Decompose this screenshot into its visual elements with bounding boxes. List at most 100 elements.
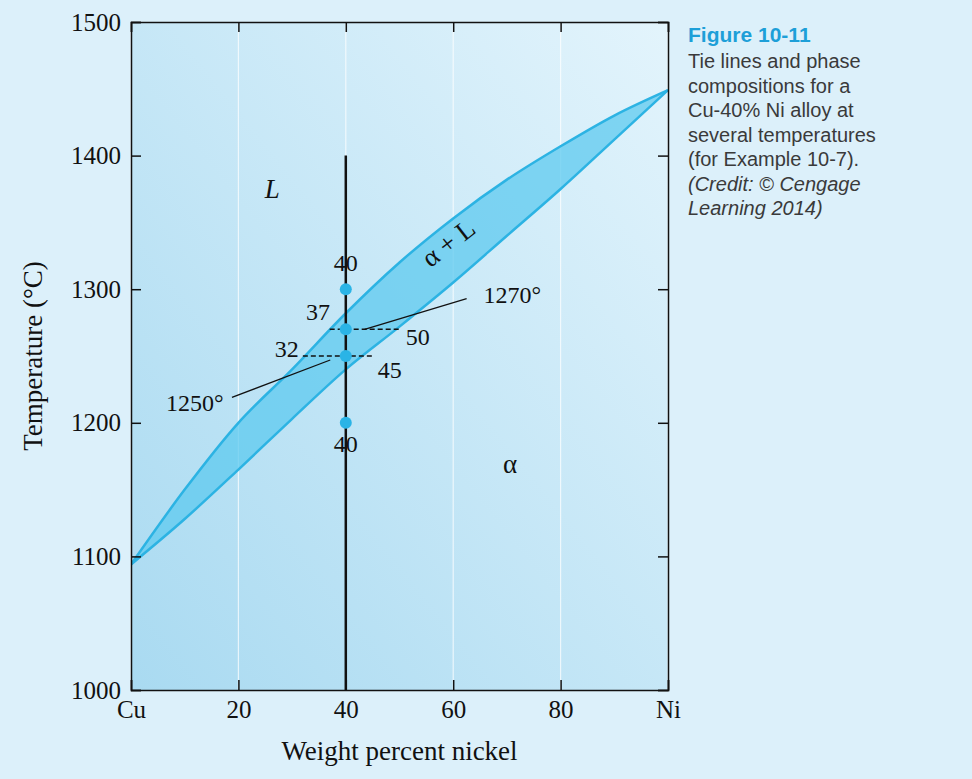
tick: 1100: [72, 543, 141, 570]
tick: [346, 22, 347, 32]
axis-line: [658, 23, 669, 691]
tick: 60: [441, 680, 466, 723]
tick: [238, 22, 239, 32]
tick-mark: [658, 22, 668, 24]
tick-mark: [658, 690, 668, 692]
y-axis-title: Temperature (°C): [18, 261, 48, 451]
annotation: 1250°: [166, 390, 224, 416]
tick-mark: [453, 22, 455, 32]
tick: [131, 22, 132, 32]
caption-line: compositions for a: [688, 75, 851, 97]
tick: 1500: [71, 9, 141, 36]
tick-label: 1200: [71, 409, 121, 436]
annotation: 45: [378, 357, 402, 383]
tick-mark: [238, 22, 240, 32]
leader-line: [365, 299, 467, 330]
axis-line: [132, 680, 669, 691]
plot-background: [131, 22, 668, 690]
figure-title: Figure 10-11: [688, 23, 811, 46]
tick-mark: [238, 680, 240, 690]
caption-line: (Credit: © Cengage: [688, 173, 861, 195]
tick-label: 40: [334, 696, 359, 723]
tick-mark: [658, 289, 668, 291]
annotation: 37: [306, 299, 330, 325]
tick-label: 1300: [71, 276, 121, 303]
tick: 1000: [71, 677, 141, 704]
axis-line: [132, 23, 142, 691]
annotation: 50: [406, 324, 430, 350]
caption-line: Cu-40% Ni alloy at: [688, 99, 854, 121]
region-label: α: [503, 449, 517, 479]
x-axis-top: [132, 22, 669, 32]
x-axis: Cu 20 40 60 80 Ni: [117, 680, 681, 723]
caption-line: (for Example 10-7).: [688, 148, 859, 170]
y-axis-right: [658, 23, 669, 691]
tick-mark: [346, 680, 348, 690]
tick-mark: [131, 690, 141, 692]
point: [340, 283, 352, 295]
tick-mark: [453, 680, 455, 690]
point: [340, 323, 352, 335]
tick: [453, 22, 454, 32]
tick-label: 60: [441, 696, 466, 723]
tick: [658, 289, 668, 290]
liquidus: [131, 90, 668, 564]
annotation: 1270°: [483, 282, 541, 308]
grid-line: [560, 22, 561, 690]
tie-line: [303, 355, 373, 357]
tick: 80: [549, 680, 574, 723]
tick: [658, 22, 668, 23]
axis-line: [132, 23, 669, 33]
tick: 1400: [71, 142, 141, 169]
tick: 1200: [71, 409, 141, 436]
tick: [658, 156, 668, 157]
grid-line: [453, 22, 454, 690]
caption-line: Tie lines and phase: [688, 50, 861, 72]
grid: [131, 22, 668, 690]
tick-label: 80: [549, 696, 574, 723]
annotation: 40: [334, 250, 358, 276]
two-phase-region: [131, 90, 668, 564]
tick: 1300: [71, 276, 141, 303]
region-label: α + L: [416, 213, 481, 273]
tick-label: 20: [226, 696, 251, 723]
tick-mark: [131, 155, 141, 157]
tick-mark: [131, 22, 133, 32]
tick-mark: [658, 423, 668, 425]
plot-area: [131, 90, 668, 690]
tick-label: Cu: [117, 696, 147, 723]
tick: [658, 690, 668, 691]
tick: [561, 22, 562, 32]
caption-line: Learning 2014): [688, 197, 823, 219]
annotation: 32: [275, 336, 299, 362]
annotation: 40: [334, 431, 358, 457]
y-axis: 1000 1100 1200 1300 1400 1500: [71, 9, 141, 704]
tick-label: 1000: [71, 677, 121, 704]
tick-mark: [560, 680, 562, 690]
tick-label: 1100: [72, 543, 121, 570]
tick: [658, 556, 668, 557]
caption-line: several temperatures: [688, 124, 876, 146]
tick: 40: [334, 680, 359, 723]
tick: 20: [226, 680, 251, 723]
point: [340, 350, 352, 362]
point: [340, 417, 352, 429]
tick-mark: [131, 423, 141, 425]
tick-mark: [346, 22, 348, 32]
tick-mark: [658, 556, 668, 558]
page-background: [0, 0, 972, 779]
chart: Cu 20 40 60 80 Ni 1000 1100 1200 1300 1400 1500 Weig…: [0, 0, 972, 779]
region-label: L: [264, 174, 280, 204]
tick-label: 1500: [71, 9, 121, 36]
tick-mark: [131, 289, 141, 291]
tick-label: Ni: [656, 696, 681, 723]
solidus: [131, 90, 668, 564]
leader-line: [232, 360, 330, 397]
grid-line: [238, 22, 239, 690]
tick: [658, 423, 668, 424]
tick-mark: [131, 556, 141, 558]
tick-label: 1400: [71, 142, 121, 169]
tick-mark: [560, 22, 562, 32]
tick-mark: [658, 155, 668, 157]
x-axis-title: Weight percent nickel: [281, 736, 517, 766]
